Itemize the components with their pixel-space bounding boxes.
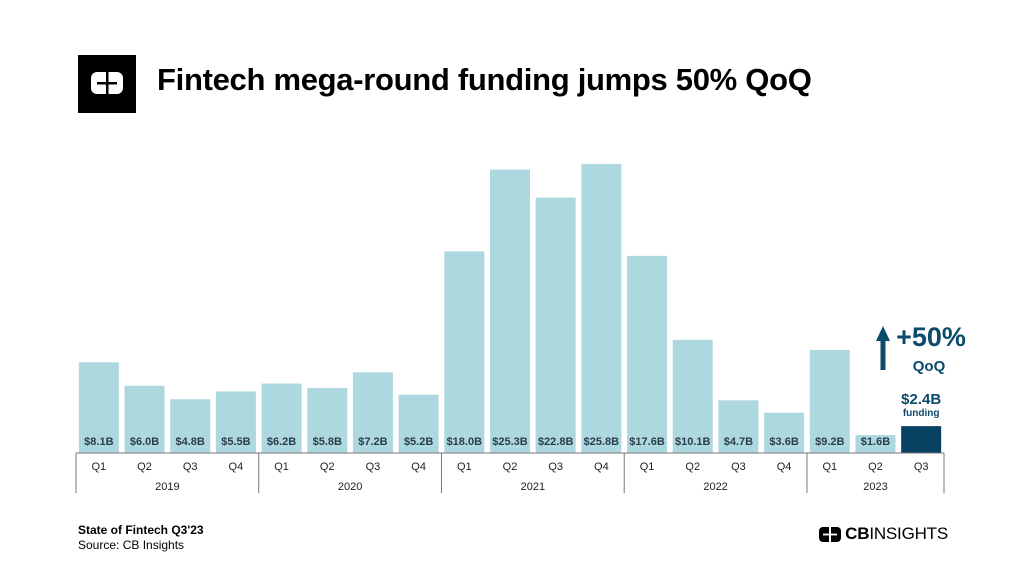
bar-value-label: $22.8B — [538, 436, 574, 448]
quarter-tick-label: Q2 — [320, 461, 335, 473]
bar — [124, 385, 165, 453]
bar-value-label: $6.0B — [130, 436, 159, 448]
report-name: State of Fintech Q3'23 — [78, 523, 204, 537]
bar — [581, 164, 622, 453]
bar-value-label: $5.5B — [221, 436, 250, 448]
bar-value-label: $5.2B — [404, 436, 433, 448]
bar — [855, 435, 896, 453]
bar — [809, 349, 850, 453]
change-percent: +50% — [896, 322, 966, 352]
source-note: Source: CB Insights — [78, 538, 185, 552]
quarter-tick-label: Q4 — [229, 461, 244, 473]
quarter-tick-label: Q4 — [777, 461, 792, 473]
bar-value-label: $25.8B — [584, 436, 620, 448]
quarter-tick-label: Q3 — [183, 461, 198, 473]
cb-insights-brand: CBINSIGHTS — [819, 525, 948, 543]
bar — [490, 169, 530, 453]
year-label: 2020 — [338, 481, 362, 493]
bar — [444, 251, 485, 453]
quarter-tick-label: Q1 — [640, 461, 655, 473]
highlight-value: $2.4B — [901, 391, 941, 408]
footer-note: State of Fintech Q3'23 Source: CB Insigh… — [78, 523, 204, 553]
up-arrow-icon — [880, 336, 886, 370]
quarter-tick-label: Q4 — [594, 461, 609, 473]
bar — [535, 197, 576, 453]
bar-value-label: $25.3B — [492, 436, 528, 448]
quarter-tick-label: Q3 — [548, 461, 563, 473]
cb-logo — [78, 55, 136, 113]
cb-logo-icon — [91, 72, 123, 94]
quarter-tick-label: Q4 — [411, 461, 426, 473]
quarter-tick-label: Q2 — [503, 461, 518, 473]
quarter-tick-label: Q3 — [731, 461, 746, 473]
bar-value-label: $4.8B — [176, 436, 205, 448]
bar-value-label: $8.1B — [84, 436, 113, 448]
bar-value-label: $17.6B — [629, 436, 665, 448]
bar-value-label: $4.7B — [724, 436, 753, 448]
bar — [718, 400, 759, 453]
quarter-tick-label: Q2 — [868, 461, 883, 473]
bar — [627, 255, 668, 453]
quarter-tick-label: Q1 — [822, 461, 837, 473]
year-label: 2021 — [521, 481, 545, 493]
year-label: 2023 — [863, 481, 887, 493]
highlight-caption: funding — [903, 408, 940, 419]
bar — [170, 399, 211, 453]
bar — [78, 362, 119, 453]
brand-bold: CB — [845, 524, 870, 543]
year-label: 2022 — [703, 481, 727, 493]
bar-value-label: $7.2B — [358, 436, 387, 448]
bar — [215, 391, 256, 453]
change-period: QoQ — [913, 358, 946, 375]
quarter-tick-label: Q1 — [274, 461, 289, 473]
up-arrow-icon — [876, 326, 890, 341]
quarter-tick-label: Q3 — [366, 461, 381, 473]
cb-brand-icon — [819, 526, 842, 542]
quarter-tick-label: Q2 — [137, 461, 152, 473]
bar-value-label: $3.6B — [769, 436, 798, 448]
quarter-tick-label: Q1 — [457, 461, 472, 473]
bar — [352, 372, 393, 453]
quarter-tick-label: Q1 — [91, 461, 106, 473]
quarter-tick-label: Q2 — [685, 461, 700, 473]
year-label: 2019 — [155, 481, 179, 493]
bar — [398, 394, 439, 453]
bar-value-label: $1.6B — [861, 436, 890, 448]
bar — [901, 426, 942, 453]
bar-value-label: $10.1B — [675, 436, 711, 448]
brand-regular: INSIGHTS — [869, 524, 948, 543]
bar — [307, 388, 348, 453]
bar — [764, 412, 805, 453]
bar-value-label: $5.8B — [313, 436, 342, 448]
bar — [261, 383, 302, 453]
bar — [672, 339, 713, 453]
bar-value-label: $6.2B — [267, 436, 296, 448]
bar-value-label: $9.2B — [815, 436, 844, 448]
quarter-tick-label: Q3 — [914, 461, 929, 473]
chart-title: Fintech mega-round funding jumps 50% QoQ — [157, 62, 812, 97]
bar-value-label: $18.0B — [447, 436, 483, 448]
